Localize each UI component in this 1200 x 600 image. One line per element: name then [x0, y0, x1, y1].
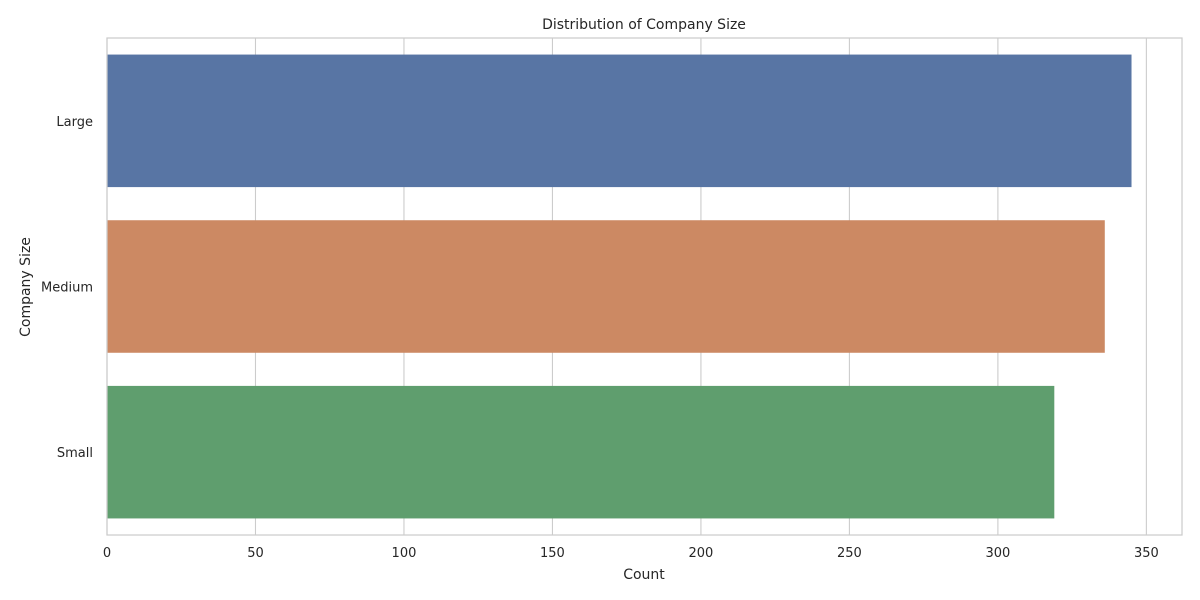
bar-medium [107, 220, 1105, 353]
x-tick-labels: 0 50 100 150 200 250 300 350 [103, 546, 1159, 561]
y-tick-label: Medium [41, 281, 93, 296]
chart-title: Distribution of Company Size [542, 17, 746, 33]
bar-small [107, 385, 1055, 519]
bars [107, 54, 1132, 519]
x-tick-label: 200 [689, 546, 714, 561]
bar-large [107, 54, 1132, 188]
x-tick-label: 0 [103, 546, 111, 561]
y-tick-labels: Large Medium Small [41, 115, 93, 461]
x-tick-label: 300 [985, 546, 1010, 561]
y-axis-label: Company Size [18, 237, 34, 337]
y-tick-label: Large [56, 115, 93, 130]
x-tick-label: 100 [392, 546, 417, 561]
x-tick-label: 150 [540, 546, 565, 561]
x-tick-label: 350 [1134, 546, 1159, 561]
x-axis-label: Count [623, 567, 665, 583]
x-tick-label: 50 [247, 546, 264, 561]
plot-frame [106, 37, 1183, 536]
y-tick-label: Small [57, 446, 93, 461]
x-tick-label: 250 [837, 546, 862, 561]
